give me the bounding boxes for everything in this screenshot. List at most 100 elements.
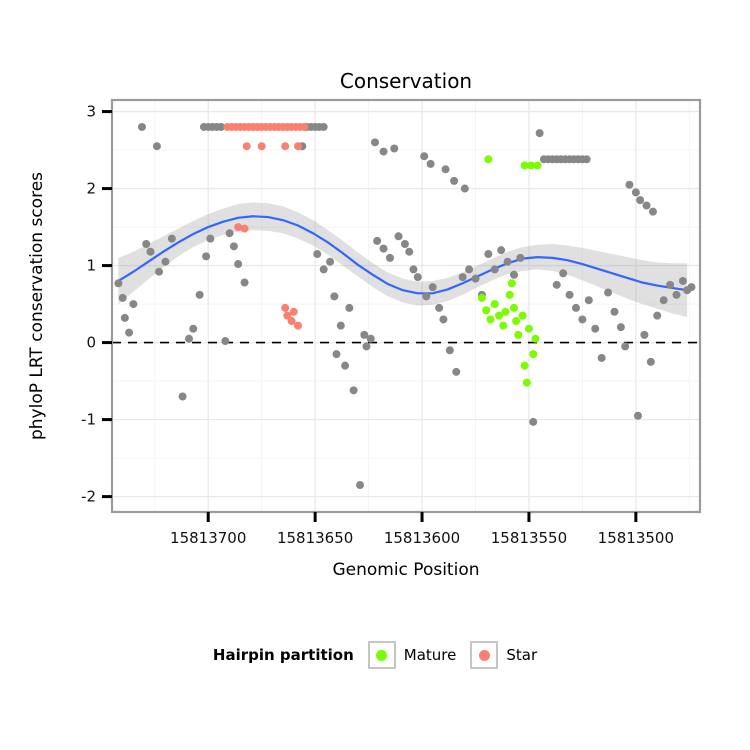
y-tick-label: 1: [86, 257, 96, 275]
point-unpartitioned: [631, 188, 640, 197]
point-unpartitioned: [120, 313, 129, 322]
point-unpartitioned: [152, 142, 161, 151]
point-Star: [281, 142, 290, 151]
point-Mature: [495, 311, 504, 320]
point-unpartitioned: [616, 323, 625, 332]
point-unpartitioned: [420, 152, 429, 161]
point-Star: [240, 224, 249, 233]
point-unpartitioned: [155, 267, 164, 276]
point-unpartitioned: [206, 234, 215, 243]
point-unpartitioned: [450, 176, 459, 185]
point-unpartitioned: [509, 270, 518, 279]
point-unpartitioned: [400, 240, 409, 249]
point-unpartitioned: [584, 296, 593, 305]
y-tick-label: -2: [81, 488, 96, 506]
point-unpartitioned: [167, 234, 176, 243]
point-unpartitioned: [129, 300, 138, 309]
mature-dot-icon: [376, 649, 388, 661]
point-unpartitioned: [458, 273, 467, 282]
point-Mature: [524, 324, 533, 333]
legend-label-star: Star: [506, 646, 538, 664]
point-Star: [294, 321, 303, 330]
point-Mature: [509, 303, 518, 312]
point-unpartitioned: [578, 315, 587, 324]
point-unpartitioned: [217, 122, 226, 131]
point-unpartitioned: [225, 229, 234, 238]
point-Star: [283, 311, 292, 320]
point-unpartitioned: [360, 330, 369, 339]
point-unpartitioned: [240, 278, 249, 287]
point-unpartitioned: [379, 147, 388, 156]
point-unpartitioned: [687, 283, 696, 292]
point-unpartitioned: [137, 122, 146, 131]
point-unpartitioned: [184, 334, 193, 343]
point-unpartitioned: [341, 361, 350, 370]
point-unpartitioned: [621, 342, 630, 351]
point-unpartitioned: [178, 392, 187, 401]
point-unpartitioned: [648, 207, 657, 216]
point-unpartitioned: [202, 252, 211, 261]
point-unpartitioned: [471, 274, 480, 283]
point-unpartitioned: [428, 283, 437, 292]
point-unpartitioned: [345, 303, 354, 312]
point-unpartitioned: [604, 288, 613, 297]
point-unpartitioned: [672, 290, 681, 299]
point-unpartitioned: [426, 159, 435, 168]
point-Mature: [490, 300, 499, 309]
point-unpartitioned: [678, 276, 687, 285]
legend-entry-mature: Mature: [367, 641, 457, 669]
point-Mature: [501, 307, 510, 316]
point-unpartitioned: [460, 184, 469, 193]
legend-key-star: [470, 641, 499, 669]
point-unpartitioned: [379, 244, 388, 253]
point-unpartitioned: [319, 265, 328, 274]
x-axis-label: Genomic Position: [332, 560, 479, 580]
legend: Hairpin partition Mature Star: [0, 641, 750, 669]
x-tick-label: 15813500: [598, 529, 674, 547]
point-unpartitioned: [633, 411, 642, 420]
point-unpartitioned: [234, 260, 243, 269]
point-unpartitioned: [642, 201, 651, 210]
legend-label-mature: Mature: [403, 646, 457, 664]
point-unpartitioned: [640, 330, 649, 339]
point-unpartitioned: [571, 303, 580, 312]
point-unpartitioned: [336, 321, 345, 330]
point-Star: [234, 223, 243, 232]
legend-key-mature: [367, 641, 396, 669]
point-unpartitioned: [161, 257, 170, 266]
point-Mature: [531, 334, 540, 343]
point-unpartitioned: [435, 303, 444, 312]
x-tick-label: 15813700: [170, 529, 246, 547]
y-tick-label: 0: [86, 334, 96, 352]
point-unpartitioned: [625, 180, 634, 189]
point-unpartitioned: [332, 350, 341, 359]
point-unpartitioned: [559, 269, 568, 278]
y-axis-label: phyloP LRT conservation scores: [27, 172, 47, 440]
point-unpartitioned: [465, 265, 474, 274]
y-tick-label: -1: [81, 411, 96, 429]
point-Mature: [533, 161, 542, 170]
point-Mature: [512, 317, 521, 326]
point-unpartitioned: [610, 307, 619, 316]
point-unpartitioned: [195, 290, 204, 299]
point-unpartitioned: [394, 232, 403, 241]
point-unpartitioned: [666, 280, 675, 289]
point-Mature: [486, 315, 495, 324]
x-tick-label: 15813550: [491, 529, 567, 547]
point-Mature: [518, 311, 527, 320]
point-unpartitioned: [503, 257, 512, 266]
point-unpartitioned: [497, 246, 506, 255]
point-Mature: [484, 155, 493, 164]
point-unpartitioned: [114, 279, 123, 288]
point-unpartitioned: [565, 290, 574, 299]
point-unpartitioned: [146, 247, 155, 256]
point-unpartitioned: [659, 296, 668, 305]
x-tick-label: 15813600: [384, 529, 460, 547]
point-unpartitioned: [326, 257, 335, 266]
point-unpartitioned: [330, 292, 339, 301]
legend-entry-star: Star: [470, 641, 537, 669]
point-unpartitioned: [373, 236, 382, 245]
point-Star: [294, 142, 303, 151]
point-Mature: [527, 161, 536, 170]
point-Star: [242, 142, 251, 151]
